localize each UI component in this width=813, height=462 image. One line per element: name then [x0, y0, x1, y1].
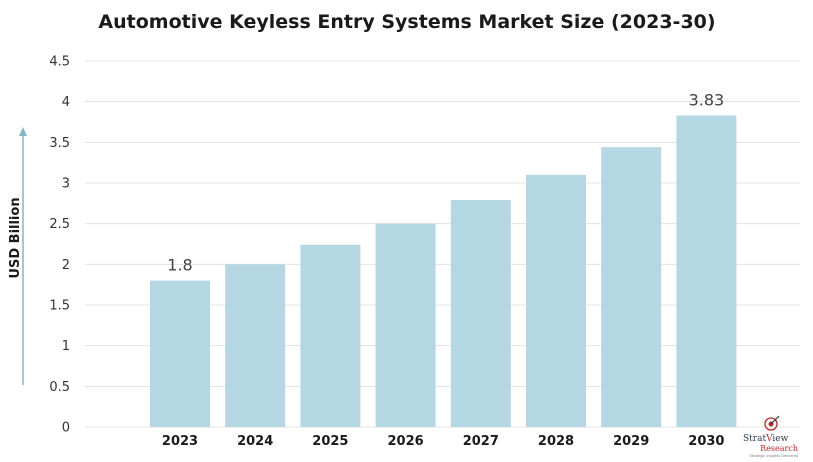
x-tick-label: 2030	[688, 434, 724, 449]
y-axis-label: USD Billion	[8, 197, 23, 278]
logo-target-icon	[764, 417, 778, 431]
logo-tagline: Strategic Insights Delivered	[750, 454, 798, 458]
y-tick-label: 0.5	[49, 380, 70, 395]
bars	[150, 115, 737, 428]
y-tick-label: 3.5	[49, 136, 70, 151]
chart-title: Automotive Keyless Entry Systems Market …	[98, 11, 715, 33]
stratview-logo: StratView Research Strategic Insights De…	[743, 415, 798, 458]
x-tick-label: 2027	[463, 434, 499, 449]
data-labels: 1.8 3.83	[167, 90, 724, 274]
x-tick-label: 2025	[312, 434, 348, 449]
bar-2030	[676, 115, 737, 427]
bar-2027	[450, 200, 511, 427]
y-tick-label: 1	[62, 339, 70, 354]
svg-text:StratView: StratView	[743, 434, 789, 444]
y-tick-label: 4	[62, 95, 70, 110]
x-tick-label: 2026	[388, 434, 424, 449]
y-axis-ticks: 0 0.5 1 1.5 2 2.5 3 3.5 4 4.5	[49, 55, 70, 436]
x-tick-label: 2028	[538, 434, 574, 449]
x-axis-ticks: 2023 2024 2025 2026 2027 2028 2029 2030	[162, 434, 725, 449]
logo-name-suffix: iew	[772, 434, 788, 444]
bar-2024	[225, 264, 286, 427]
data-label: 3.83	[689, 90, 725, 109]
x-tick-label: 2024	[237, 434, 273, 449]
y-tick-label: 0	[62, 421, 70, 436]
y-axis-arrow	[19, 127, 27, 385]
y-tick-label: 3	[62, 177, 70, 192]
y-tick-label: 2	[62, 258, 70, 273]
y-tick-label: 2.5	[49, 217, 70, 232]
bar-2023	[150, 280, 210, 427]
x-tick-label: 2023	[162, 434, 198, 449]
y-tick-label: 4.5	[49, 55, 70, 70]
data-label: 1.8	[167, 256, 192, 275]
bar-2026	[375, 223, 436, 427]
bar-2028	[526, 174, 586, 427]
bar-2029	[601, 147, 662, 428]
bar-2025	[300, 244, 361, 427]
y-tick-label: 1.5	[49, 299, 70, 314]
x-tick-label: 2029	[613, 434, 649, 449]
logo-research: Research	[760, 444, 798, 453]
logo-name-prefix: Strat	[743, 434, 766, 444]
